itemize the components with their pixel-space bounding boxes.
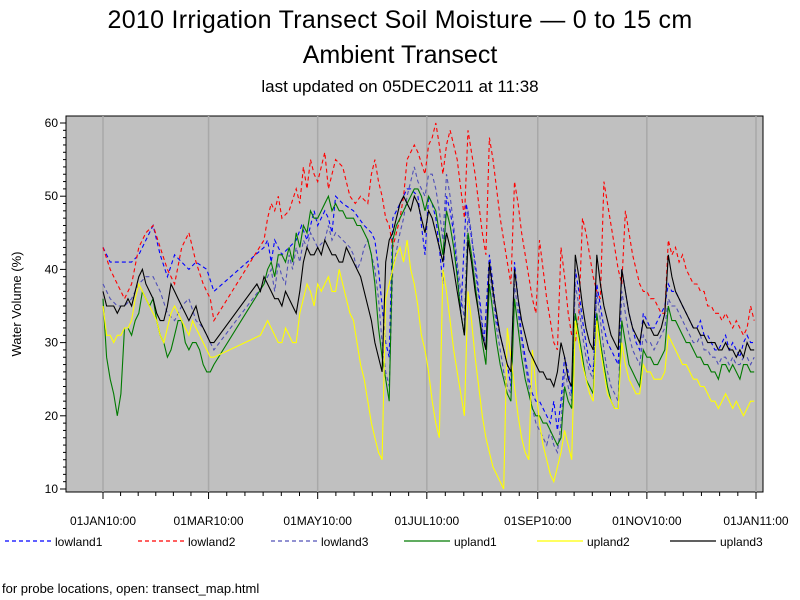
legend: lowland1 lowland2 lowland3 upland1 upland2 up… (5, 535, 763, 549)
chart-title: 2010 Irrigation Transect Soil Moisture —… (107, 6, 693, 34)
legend-label-lowland2: lowland2 (188, 535, 236, 549)
last-updated-text: last updated on 05DEC2011 at 11:38 (261, 77, 539, 96)
x-tick-label: 01JUL10:00 (394, 514, 459, 528)
grid (102, 116, 757, 492)
series-line-upland3 (102, 194, 755, 389)
footer-note: for probe locations, open: transect_map.… (2, 581, 260, 596)
legend-label-upland3: upland3 (720, 535, 763, 549)
x-tick-label: 01MAR10:00 (174, 514, 244, 528)
legend-label-lowland1: lowland1 (55, 535, 103, 549)
axes: 10 20 30 40 50 60 01JAN10:00 01MAR10:00 01MAY10:… (45, 116, 789, 528)
y-tick-label: 30 (45, 336, 59, 350)
series-group (102, 122, 755, 490)
series-line-lowland1 (102, 188, 755, 431)
legend-label-upland1: upland1 (454, 535, 497, 549)
y-tick-label: 10 (45, 482, 59, 496)
y-tick-label: 20 (45, 409, 59, 423)
x-tick-label: 01MAY10:00 (283, 514, 352, 528)
x-tick-label: 01NOV10:00 (612, 514, 682, 528)
chart-subtitle: Ambient Transect (302, 41, 498, 69)
plot-area (65, 115, 764, 493)
series-line-lowland3 (102, 166, 755, 455)
x-tick-label: 01JAN11:00 (723, 514, 788, 528)
legend-label-upland2: upland2 (587, 535, 630, 549)
series-line-upland1 (102, 188, 755, 447)
y-tick-label: 40 (45, 262, 59, 276)
y-tick-label: 50 (45, 189, 59, 203)
y-axis-label: Water Volume (%) (9, 252, 24, 357)
x-tick-label: 01JAN10:00 (70, 514, 136, 528)
legend-label-lowland3: lowland3 (321, 535, 369, 549)
series-line-lowland2 (102, 122, 755, 351)
series-line-upland2 (102, 240, 755, 490)
y-tick-label: 60 (45, 116, 59, 130)
x-tick-label: 01SEP10:00 (504, 514, 572, 528)
